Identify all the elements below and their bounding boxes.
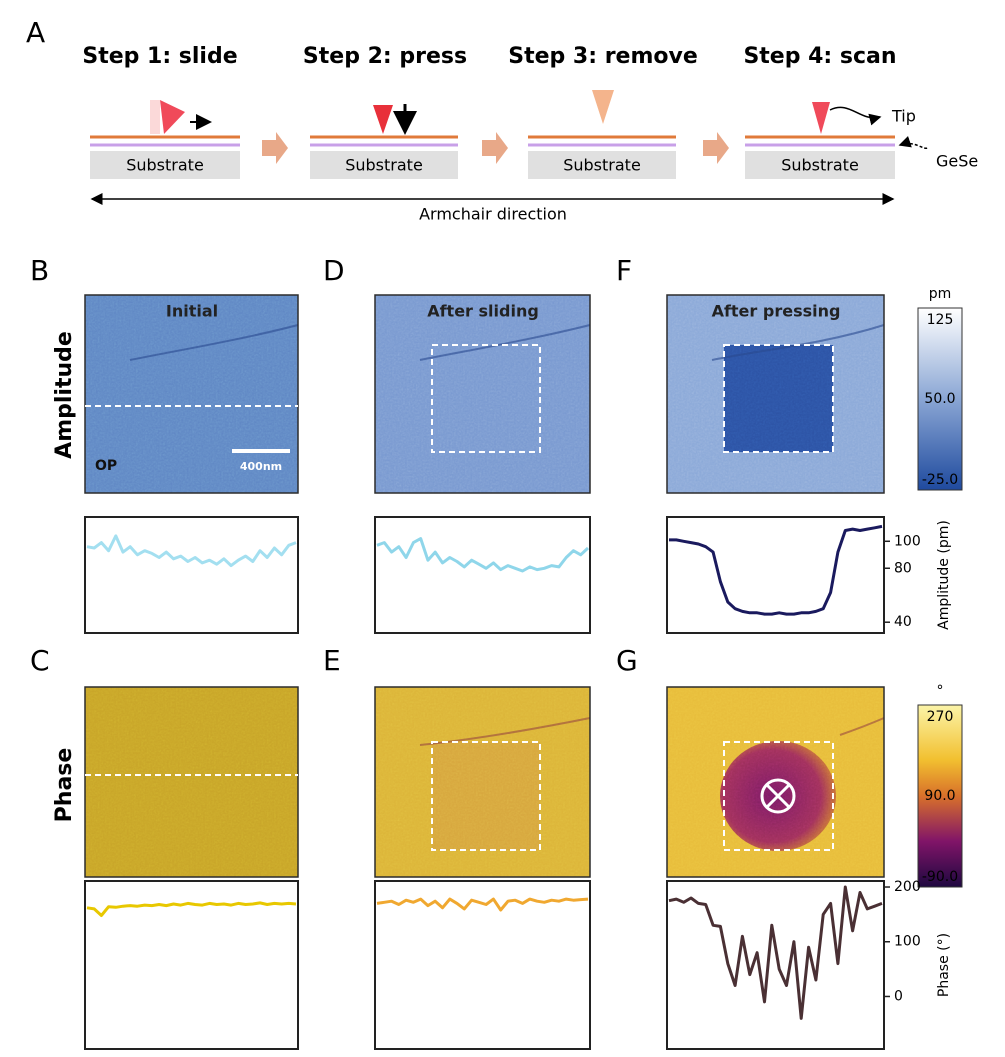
frame <box>84 686 299 878</box>
step-title: Step 2: press <box>303 44 467 69</box>
noise <box>667 687 884 877</box>
afm-images <box>84 294 885 878</box>
y-tick-label: 0 <box>894 988 903 1004</box>
substrate-label: Substrate <box>345 156 423 175</box>
region-box <box>723 741 834 851</box>
panel-letter: F <box>616 254 632 287</box>
substrate <box>310 151 458 179</box>
panel-letter: A <box>26 16 45 49</box>
y-tick-label: 100 <box>894 934 921 950</box>
substrate <box>528 151 676 179</box>
profile-box <box>374 516 591 634</box>
circle <box>760 778 796 814</box>
colorbar-tick: 270 <box>927 709 954 725</box>
profile-line <box>376 537 590 573</box>
substrate <box>745 151 895 179</box>
profile-box <box>84 516 299 634</box>
y-tick-label: 40 <box>894 614 912 630</box>
dashed-marks <box>85 344 834 851</box>
noise <box>375 295 590 493</box>
noise <box>667 295 884 493</box>
profile-box <box>666 516 885 634</box>
colorbar <box>917 307 963 491</box>
y-axis-label: Amplitude (pm) <box>936 520 952 630</box>
colorbar-tick: -90.0 <box>922 869 958 885</box>
step-arrow <box>262 132 288 164</box>
panel-letter: E <box>323 644 341 677</box>
colorbar-tick: 90.0 <box>924 788 955 804</box>
tips <box>150 90 929 149</box>
tip-trail <box>150 100 160 134</box>
tip <box>592 90 614 124</box>
colorbar <box>917 704 963 888</box>
frame <box>666 686 885 878</box>
tip-pointer <box>829 106 882 126</box>
panel-title: Initial <box>166 302 218 321</box>
texture <box>85 295 884 877</box>
panel-title: After pressing <box>712 302 841 321</box>
tip <box>160 100 185 134</box>
profile-box <box>666 880 885 1050</box>
colorbar-tick: -25.0 <box>922 472 958 488</box>
material-label: GeSe <box>936 152 978 171</box>
polarization-symbol <box>760 778 796 814</box>
frame <box>374 294 591 494</box>
substrate-label: Substrate <box>563 156 641 175</box>
tip-label: Tip <box>891 107 916 126</box>
panel-letter: C <box>30 644 50 677</box>
panel-title: After sliding <box>427 302 539 321</box>
step-arrow <box>482 132 508 164</box>
step-title: Step 1: slide <box>82 44 237 69</box>
crack <box>129 324 885 361</box>
frame <box>666 294 885 494</box>
tip <box>373 105 393 134</box>
region-box <box>431 344 541 453</box>
y-axis-label: Phase (°) <box>936 933 952 997</box>
substrates <box>90 135 895 179</box>
profile-line <box>376 897 589 912</box>
step-arrow <box>703 132 729 164</box>
cross <box>765 783 791 809</box>
region-box <box>723 344 834 453</box>
profile-line <box>668 885 883 1020</box>
profile-box <box>84 880 299 1050</box>
frame <box>84 294 299 494</box>
tip <box>812 102 830 134</box>
profile-line <box>86 534 297 568</box>
colorbar-unit: ° <box>937 683 944 699</box>
substrate-label: Substrate <box>126 156 204 175</box>
scale-label: 400nm <box>240 460 282 473</box>
colorbar-tick: 125 <box>927 312 954 328</box>
profile-line <box>669 524 883 616</box>
substrate <box>90 151 240 179</box>
y-tick-label: 200 <box>894 879 921 895</box>
frames <box>84 294 885 878</box>
panel-letter: D <box>323 254 345 287</box>
colorbar-tick: 50.0 <box>924 391 955 407</box>
sample-label: OP <box>95 458 117 474</box>
y-tick-label: 80 <box>894 560 912 576</box>
colorbar-unit: pm <box>929 286 952 302</box>
step-arrows <box>262 132 729 164</box>
panel-letter: B <box>30 254 49 287</box>
frame <box>374 686 591 878</box>
noise <box>85 295 298 493</box>
region-box <box>431 741 541 851</box>
substrate-label: Substrate <box>781 156 859 175</box>
noise <box>375 687 590 877</box>
profile-box <box>374 880 591 1050</box>
noise <box>85 687 298 877</box>
row-label: Amplitude <box>52 331 77 459</box>
panel-letter: G <box>616 644 638 677</box>
profile-line <box>86 901 297 917</box>
gese-pointer <box>898 135 929 149</box>
step-title: Step 4: scan <box>743 44 896 69</box>
direction-label: Armchair direction <box>419 205 567 224</box>
step-title: Step 3: remove <box>508 44 698 69</box>
crack <box>419 717 885 746</box>
y-tick-label: 100 <box>894 533 921 549</box>
row-label: Phase <box>52 748 77 823</box>
